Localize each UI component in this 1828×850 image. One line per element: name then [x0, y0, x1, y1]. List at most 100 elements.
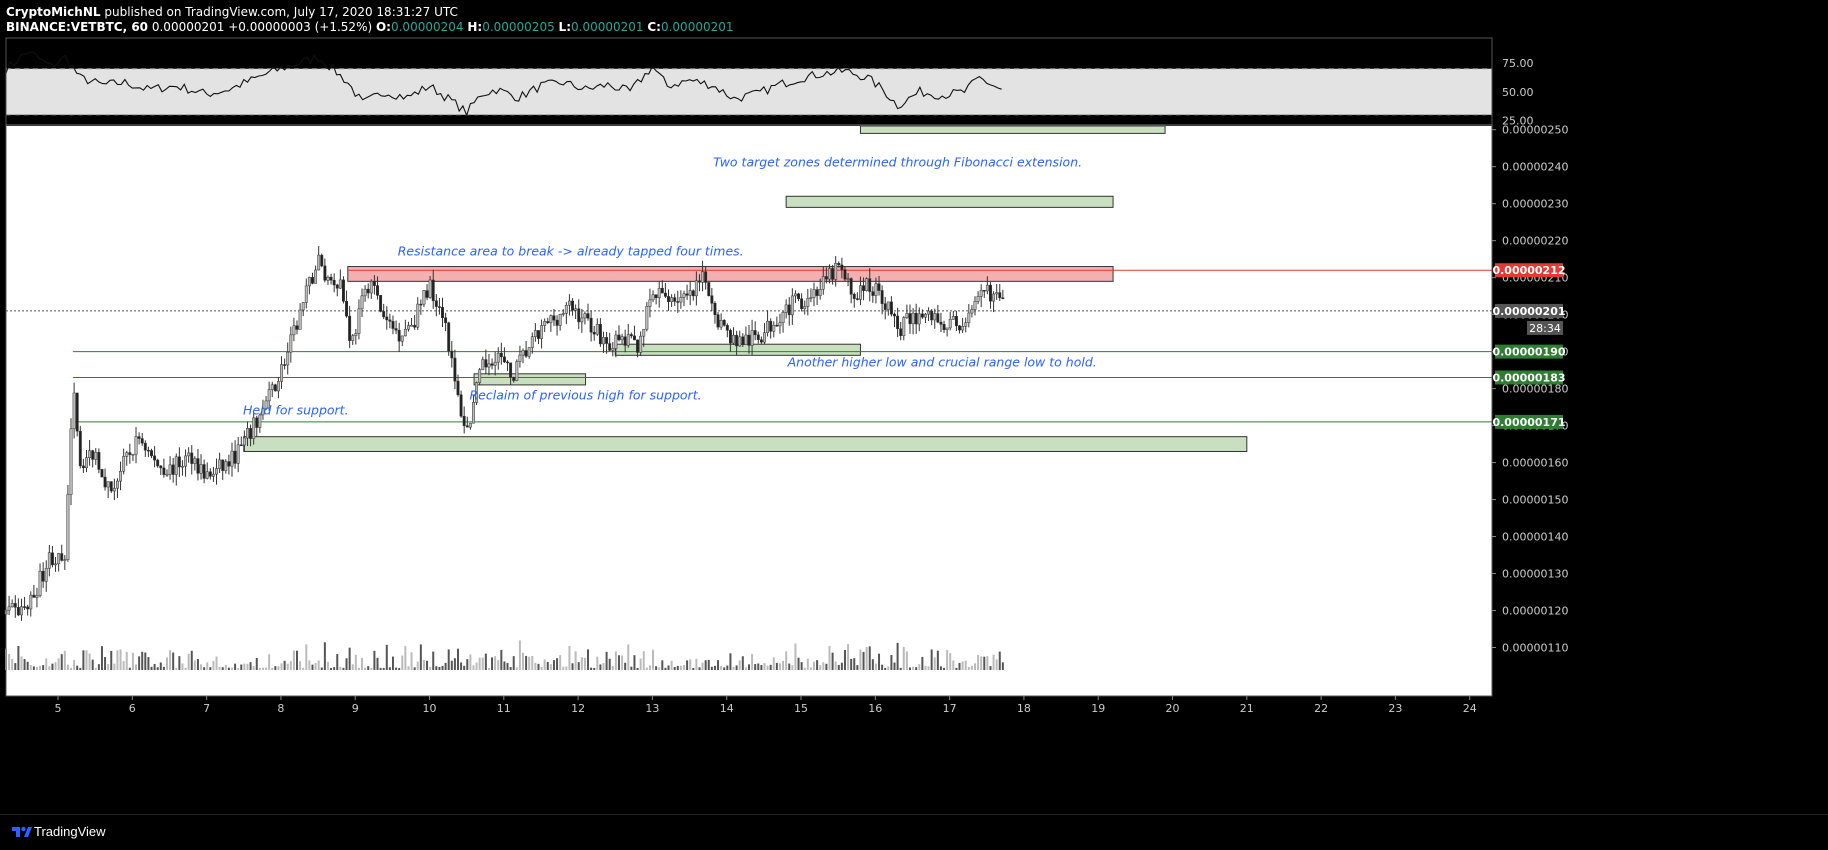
volume-bar: [354, 654, 357, 670]
volume-bar: [162, 666, 165, 670]
rsi-band: [6, 68, 1492, 115]
support-zone: [473, 373, 587, 386]
candle-body: [574, 308, 578, 311]
candle-body: [137, 436, 141, 439]
volume-bar: [797, 657, 800, 670]
candle-body: [834, 263, 838, 280]
candle-body: [199, 464, 203, 474]
candle-body: [478, 369, 482, 383]
candle-body: [580, 317, 584, 323]
volume-bar: [196, 658, 199, 670]
volume-bar: [967, 666, 970, 670]
price-tick-label: 0.00000250: [1502, 124, 1568, 137]
candle-body: [116, 480, 119, 489]
candle-body: [756, 334, 760, 340]
volume-bar: [286, 663, 289, 670]
volume-bar: [265, 667, 268, 670]
candle-body: [273, 384, 277, 392]
candle-body: [13, 603, 17, 608]
candle-body: [326, 276, 330, 281]
volume-bar: [234, 663, 237, 670]
candle-body: [741, 336, 745, 345]
volume-bar: [695, 658, 698, 670]
volume-bar: [144, 652, 147, 670]
volume-bar: [918, 664, 921, 670]
volume-bar: [729, 653, 732, 670]
author-name[interactable]: CryptoMichNL: [6, 5, 101, 19]
volume-bar: [670, 660, 673, 670]
volume-bar: [351, 664, 354, 670]
level-badge-label: 0.00000212: [1492, 264, 1565, 277]
candle-body: [493, 361, 497, 366]
volume-bar: [224, 664, 227, 670]
candle-body: [967, 312, 971, 323]
volume-bar: [791, 665, 794, 670]
candle-body: [778, 322, 782, 327]
candle-body: [484, 359, 488, 368]
candle-body: [945, 327, 949, 330]
candle-body: [849, 278, 853, 295]
volume-bar: [39, 665, 42, 670]
candle-body: [639, 335, 643, 353]
candle-body: [790, 295, 794, 316]
volume-bar: [952, 660, 955, 670]
price-tick-label: 0.00000140: [1502, 531, 1568, 544]
volume-bar: [562, 666, 565, 670]
volume-bar: [701, 662, 704, 670]
volume-bar: [227, 667, 230, 670]
candle-body: [893, 313, 896, 317]
volume-bar: [840, 662, 843, 670]
volume-bar: [419, 644, 422, 670]
volume-bar: [330, 667, 333, 670]
volume-bar: [964, 660, 967, 670]
volume-bar: [342, 667, 345, 670]
candle-body: [722, 319, 726, 326]
candle-body: [329, 276, 333, 281]
candle-body: [146, 449, 150, 452]
price-background: [6, 126, 1492, 696]
volume-bar: [379, 667, 382, 670]
volume-bar: [119, 649, 122, 670]
volume-bar: [580, 657, 583, 670]
footer: TradingView: [0, 814, 1828, 850]
candle-body: [710, 295, 714, 304]
volume-bar: [348, 647, 351, 670]
chart-canvas[interactable]: Two target zones determined through Fibo…: [0, 0, 1828, 814]
candle-body: [645, 306, 649, 330]
volume-bar: [973, 663, 976, 670]
candle-body: [391, 321, 395, 329]
candle-body: [716, 314, 720, 328]
volume-bar: [444, 662, 447, 670]
candle-body: [886, 301, 890, 310]
price-tick-label: 0.00000130: [1502, 568, 1568, 581]
tradingview-brand[interactable]: TradingView: [34, 824, 106, 839]
volume-bar: [215, 656, 218, 670]
candle-body: [732, 334, 735, 344]
axes: 75.00 50.00 25.000.00000250 0.00000240 0.000…: [5, 37, 1568, 715]
volume-bar: [608, 658, 611, 670]
price-tick-label: 0.00000180: [1502, 383, 1568, 396]
price-tick-label: 0.00000160: [1502, 457, 1568, 470]
candle-body: [7, 606, 11, 611]
volume-bar: [373, 650, 376, 670]
volume-bar: [871, 659, 874, 670]
candle-body: [465, 425, 469, 428]
volume-bar: [317, 660, 320, 670]
candle-body: [112, 487, 116, 492]
volume-bar: [899, 667, 902, 670]
volume-bar: [258, 667, 261, 670]
volume-bar: [896, 642, 899, 670]
candle-body: [694, 280, 698, 297]
volume-bar: [748, 664, 750, 670]
symbol-label[interactable]: BINANCE:VETBTC, 60: [6, 20, 149, 34]
candle-body: [809, 297, 813, 299]
candle-body: [763, 332, 766, 343]
volume-bar: [376, 657, 379, 670]
volume-bar: [998, 651, 1001, 670]
volume-bar: [735, 665, 738, 670]
tradingview-logo-icon[interactable]: [10, 823, 32, 839]
volume-bar: [679, 665, 682, 670]
volume-bar: [271, 667, 274, 670]
volume-bar: [822, 662, 825, 670]
volume-bar: [887, 666, 890, 670]
